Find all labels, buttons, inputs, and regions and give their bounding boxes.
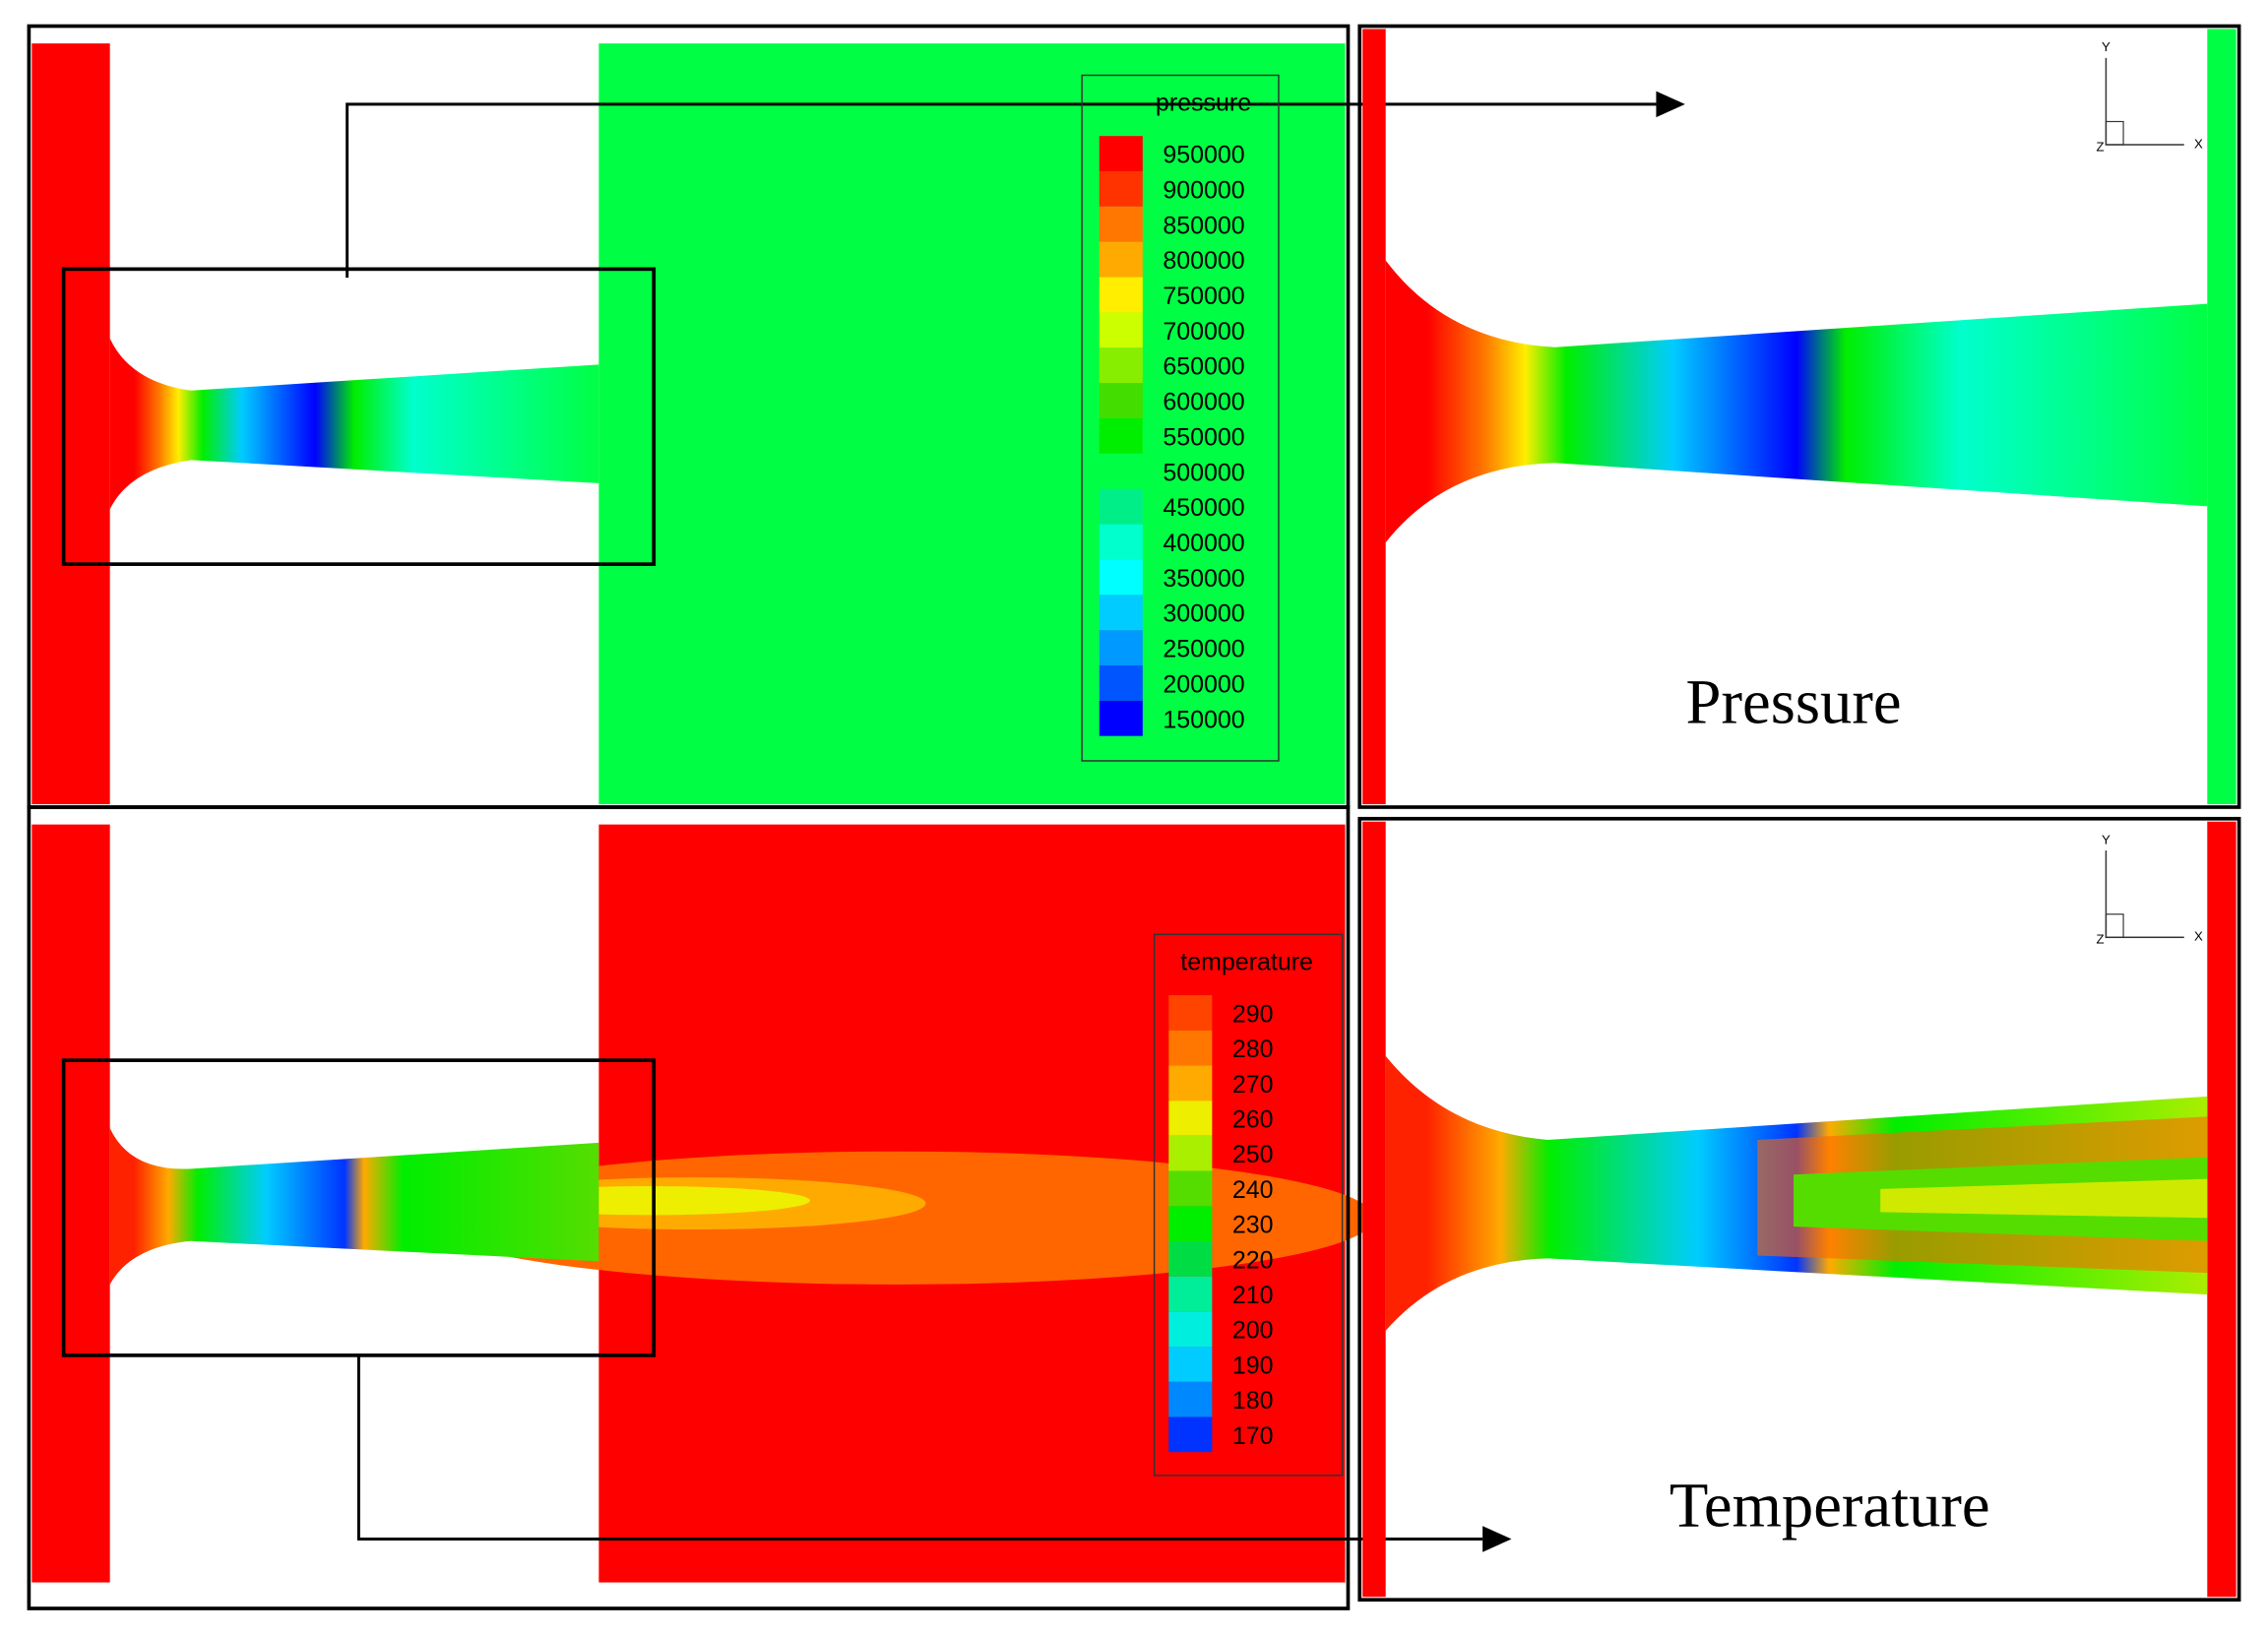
legend-label: 450000 xyxy=(1163,494,1244,522)
legend-label: 190 xyxy=(1232,1352,1274,1379)
legend-swatch xyxy=(1099,347,1143,384)
legend-title: temperature xyxy=(1180,948,1313,975)
legend-swatch xyxy=(1099,700,1143,736)
legend-swatch xyxy=(1099,136,1143,172)
panel-label: Pressure xyxy=(1686,666,1902,737)
legend-label: 230 xyxy=(1232,1212,1274,1239)
pressure-zoom-panel: Pressure Y X Z xyxy=(1357,24,2241,809)
legend-label: 900000 xyxy=(1163,176,1244,204)
legend-swatch xyxy=(1168,995,1213,1031)
legend-label: 220 xyxy=(1232,1246,1274,1274)
legend-label: 200000 xyxy=(1163,670,1244,698)
legend-swatch xyxy=(1168,1065,1213,1101)
legend-label: 650000 xyxy=(1163,353,1244,381)
legend-swatch xyxy=(1099,559,1143,596)
temperature-panel: temperature 290 280 270 260 250 240 230 220 210 2… xyxy=(27,805,1512,1610)
legend-label: 290 xyxy=(1232,1000,1274,1028)
legend-label: 700000 xyxy=(1163,318,1244,346)
legend-label: 250 xyxy=(1232,1141,1274,1168)
legend-label: 800000 xyxy=(1163,247,1244,275)
axis-label: Y xyxy=(2102,832,2110,847)
legend-swatch xyxy=(1168,1135,1213,1171)
pressure-panel: pressure 950000 900000 850000 800000 750000 7… xyxy=(27,24,1685,809)
axis-label: Z xyxy=(2097,139,2105,154)
legend-swatch xyxy=(1099,241,1143,278)
legend-label: 850000 xyxy=(1163,212,1244,239)
legend-swatch xyxy=(1099,488,1143,525)
legend-swatch xyxy=(1099,595,1143,631)
axes-triad: Y X Z xyxy=(2097,832,2204,946)
legend-swatch xyxy=(1168,1170,1213,1207)
legend-swatch xyxy=(1168,1347,1213,1382)
legend-swatch xyxy=(1099,664,1143,701)
legend-swatch xyxy=(1099,418,1143,454)
legend-swatch xyxy=(1168,1030,1213,1066)
legend-label: 180 xyxy=(1232,1387,1274,1415)
legend-label: 280 xyxy=(1232,1036,1274,1063)
legend-swatch xyxy=(1168,1381,1213,1417)
legend-label: 550000 xyxy=(1163,423,1244,451)
legend-swatch xyxy=(1099,453,1143,489)
legend-swatch xyxy=(1168,1311,1213,1348)
legend-swatch xyxy=(1168,1276,1213,1312)
legend-label: 150000 xyxy=(1163,706,1244,733)
axis-label: X xyxy=(2194,929,2203,944)
axis-label: Z xyxy=(2097,932,2105,947)
axis-label: X xyxy=(2194,137,2203,152)
legend-label: 200 xyxy=(1232,1317,1274,1345)
legend-label: 170 xyxy=(1232,1422,1274,1450)
legend-label: 270 xyxy=(1232,1071,1274,1099)
legend-label: 400000 xyxy=(1163,530,1244,557)
panel-label: Temperature xyxy=(1670,1469,1990,1540)
legend-label: 300000 xyxy=(1163,600,1244,628)
legend-swatch xyxy=(1168,1240,1213,1277)
axes-triad: Y X Z xyxy=(2097,39,2204,154)
legend-swatch xyxy=(1099,312,1143,348)
legend-label: 750000 xyxy=(1163,283,1244,310)
pressure-legend: pressure 950000 900000 850000 800000 750000 7… xyxy=(1099,89,1251,736)
legend-label: 500000 xyxy=(1163,459,1244,486)
legend-title: pressure xyxy=(1156,89,1251,116)
axis-label: Y xyxy=(2102,39,2110,54)
legend-label: 240 xyxy=(1232,1176,1274,1204)
legend-swatch xyxy=(1099,383,1143,419)
legend-label: 260 xyxy=(1232,1106,1274,1134)
temperature-zoom-panel: Temperature Y X Z xyxy=(1357,816,2241,1603)
legend-label: 250000 xyxy=(1163,636,1244,663)
legend-label: 950000 xyxy=(1163,142,1244,169)
legend-swatch xyxy=(1099,171,1143,207)
legend-swatch xyxy=(1168,1416,1213,1453)
legend-swatch xyxy=(1099,524,1143,560)
legend-swatch xyxy=(1099,630,1143,665)
legend-swatch xyxy=(1168,1101,1213,1136)
legend-label: 210 xyxy=(1232,1282,1274,1309)
legend-label: 600000 xyxy=(1163,389,1244,416)
legend-swatch xyxy=(1099,206,1143,242)
temperature-legend: temperature 290 280 270 260 250 240 230 220 210 2… xyxy=(1168,948,1313,1453)
legend-swatch xyxy=(1099,277,1143,313)
legend-label: 350000 xyxy=(1163,565,1244,593)
legend-swatch xyxy=(1168,1206,1213,1241)
